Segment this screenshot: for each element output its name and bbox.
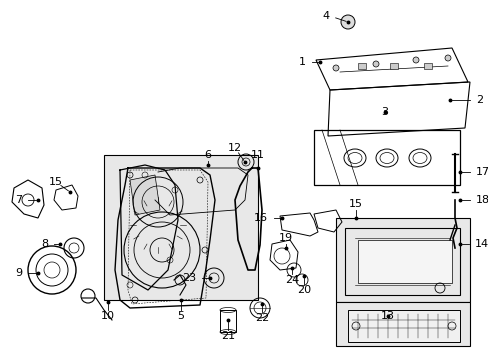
Circle shape	[444, 55, 450, 61]
Bar	[104, 155, 258, 300]
Text: 13: 13	[380, 311, 394, 321]
Circle shape	[412, 57, 418, 63]
Text: 16: 16	[253, 213, 267, 223]
Text: 17: 17	[475, 167, 488, 177]
Text: 6: 6	[204, 150, 211, 160]
Text: 21: 21	[221, 331, 235, 341]
Text: 4: 4	[322, 11, 329, 21]
Text: 2: 2	[475, 95, 482, 105]
Polygon shape	[130, 175, 160, 215]
Bar	[423, 63, 431, 69]
Bar	[389, 63, 397, 69]
Text: 24: 24	[285, 275, 299, 285]
Text: 12: 12	[227, 143, 242, 153]
Circle shape	[332, 65, 338, 71]
Bar	[220, 310, 236, 332]
Text: 15: 15	[49, 177, 63, 187]
Text: 7: 7	[15, 195, 22, 205]
Bar	[345, 228, 459, 295]
Text: 1: 1	[298, 57, 305, 67]
Text: 23: 23	[182, 273, 196, 283]
Text: 18: 18	[475, 195, 488, 205]
Text: 19: 19	[278, 233, 292, 243]
Circle shape	[372, 61, 378, 67]
Text: 15: 15	[348, 199, 362, 209]
Text: 22: 22	[254, 313, 268, 323]
Circle shape	[340, 15, 354, 29]
Text: 10: 10	[101, 311, 115, 321]
Text: 9: 9	[15, 268, 22, 278]
Bar	[357, 63, 365, 69]
Text: 20: 20	[296, 285, 310, 295]
Text: 14: 14	[474, 239, 488, 249]
Text: 8: 8	[41, 239, 48, 249]
Bar	[347, 310, 459, 342]
Text: 5: 5	[177, 311, 184, 321]
Polygon shape	[357, 240, 451, 283]
Text: 11: 11	[250, 150, 264, 160]
Bar	[335, 218, 469, 302]
Text: 3: 3	[381, 107, 387, 117]
Bar	[335, 302, 469, 346]
